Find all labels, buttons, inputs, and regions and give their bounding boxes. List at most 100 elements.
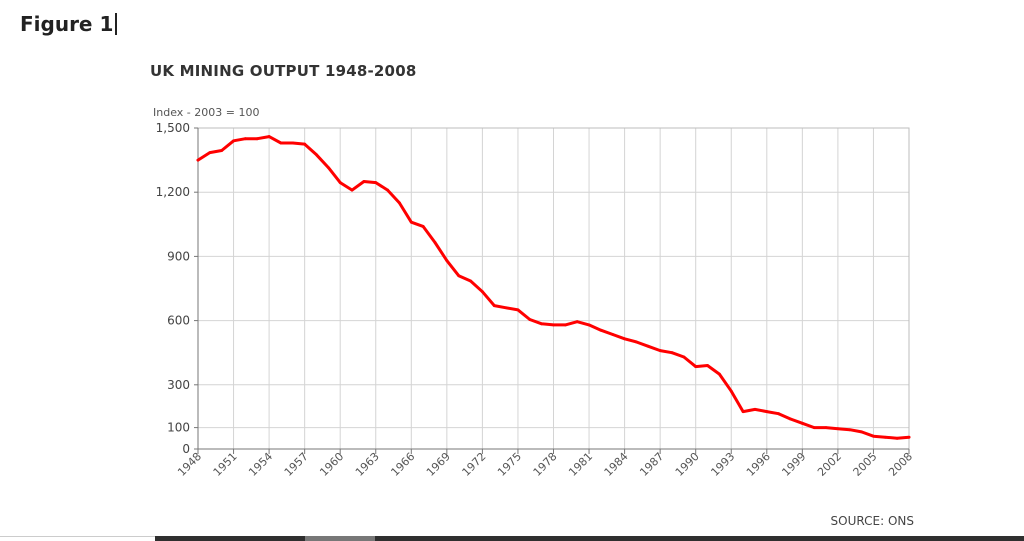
data-point	[220, 149, 224, 152]
data-point	[421, 225, 425, 228]
y-tick-label: 1,500	[156, 121, 190, 135]
data-point	[872, 434, 875, 438]
x-tick-label: 1972	[460, 450, 489, 479]
data-point	[824, 426, 828, 429]
data-point	[895, 436, 899, 440]
data-point	[445, 259, 449, 263]
data-point	[516, 308, 520, 312]
data-point	[646, 344, 650, 348]
data-point	[706, 364, 709, 367]
data-point	[528, 318, 532, 321]
figure-header: Figure 1	[20, 12, 118, 36]
data-point	[409, 220, 413, 224]
x-tick-label: 1978	[531, 450, 560, 479]
data-point	[457, 274, 461, 278]
x-tick-label: 1987	[637, 450, 666, 479]
x-tick-label: 1960	[317, 450, 346, 479]
text-cursor	[115, 13, 118, 35]
x-tick-labels: 1948 1951 1954 1957 1960 1963 1966 1969 1972 1975…	[175, 450, 915, 479]
data-point	[267, 135, 271, 138]
y-tick-label: 100	[167, 421, 190, 435]
data-point	[800, 421, 804, 425]
data-point	[611, 333, 615, 336]
x-tick-label: 1948	[175, 450, 204, 479]
data-point	[789, 417, 792, 421]
x-tick-label: 1957	[282, 450, 311, 479]
y-tick-label: 900	[167, 249, 190, 263]
data-point	[433, 241, 437, 244]
x-tick-label: 1993	[708, 450, 737, 479]
data-point	[232, 139, 235, 143]
data-point	[694, 365, 698, 369]
data-point	[338, 181, 342, 184]
y-tick-label: 0	[182, 442, 190, 456]
data-point	[848, 428, 852, 432]
x-tick-label: 2008	[886, 450, 915, 479]
data-point	[315, 153, 318, 157]
data-point	[208, 151, 212, 155]
y-tick-label: 600	[167, 314, 190, 328]
data-point	[255, 137, 259, 141]
x-tick-label: 1954	[246, 450, 275, 479]
x-tick-label: 1963	[353, 450, 382, 479]
data-point	[469, 279, 472, 283]
data-point	[291, 141, 295, 145]
x-tick-label: 1966	[388, 450, 417, 479]
chart-title: UK MINING OUTPUT 1948-2008	[150, 62, 417, 80]
data-point	[777, 412, 781, 416]
data-point	[765, 410, 769, 413]
y-axis-label: Index - 2003 = 100	[153, 106, 259, 119]
x-tick-label: 1990	[673, 450, 702, 479]
x-tick-label: 1999	[779, 450, 808, 479]
series-group	[196, 135, 911, 440]
data-point	[540, 322, 544, 326]
x-tick-label: 1981	[566, 450, 595, 479]
data-point	[658, 349, 662, 352]
data-point	[374, 181, 378, 184]
data-point	[729, 389, 733, 393]
data-point	[196, 158, 200, 162]
x-tick-label: 1969	[424, 450, 453, 479]
x-tick-label: 2002	[815, 450, 844, 479]
data-point	[386, 188, 389, 192]
bottom-scrollbar[interactable]	[155, 536, 1024, 541]
data-point	[718, 372, 721, 376]
data-point	[575, 320, 579, 324]
figure-header-text: Figure 1	[20, 12, 114, 36]
data-point	[599, 328, 603, 332]
source-note: SOURCE: ONS	[830, 514, 914, 528]
data-point	[244, 137, 247, 141]
data-point	[303, 142, 307, 146]
y-tick-label: 300	[167, 378, 190, 392]
data-point	[753, 408, 757, 411]
x-tick-label: 2005	[851, 450, 880, 479]
data-point	[812, 426, 816, 429]
data-point	[623, 337, 626, 341]
y-tick-labels: 0 100 300 600 900 1,200 1,500	[156, 121, 190, 456]
data-point	[682, 355, 686, 359]
data-point	[492, 304, 496, 308]
y-tick-label: 1,200	[156, 185, 190, 199]
data-point	[836, 427, 840, 431]
data-point	[326, 166, 330, 169]
data-point	[907, 435, 911, 439]
x-tick-label: 1975	[495, 450, 524, 479]
x-tick-label: 1951	[211, 450, 240, 479]
data-point	[635, 340, 638, 344]
data-point	[883, 435, 887, 439]
data-point	[481, 290, 484, 294]
data-point	[563, 323, 567, 327]
scrollbar-thumb[interactable]	[305, 536, 375, 541]
x-tick-label: 1984	[602, 450, 631, 479]
data-point	[504, 306, 508, 310]
data-point	[350, 188, 354, 192]
data-point	[279, 141, 283, 145]
axes	[194, 127, 910, 454]
data-point	[398, 201, 401, 205]
data-point	[587, 323, 591, 327]
data-point	[670, 351, 674, 355]
page-divider	[0, 536, 155, 537]
data-point	[552, 323, 555, 327]
data-point	[362, 180, 366, 183]
